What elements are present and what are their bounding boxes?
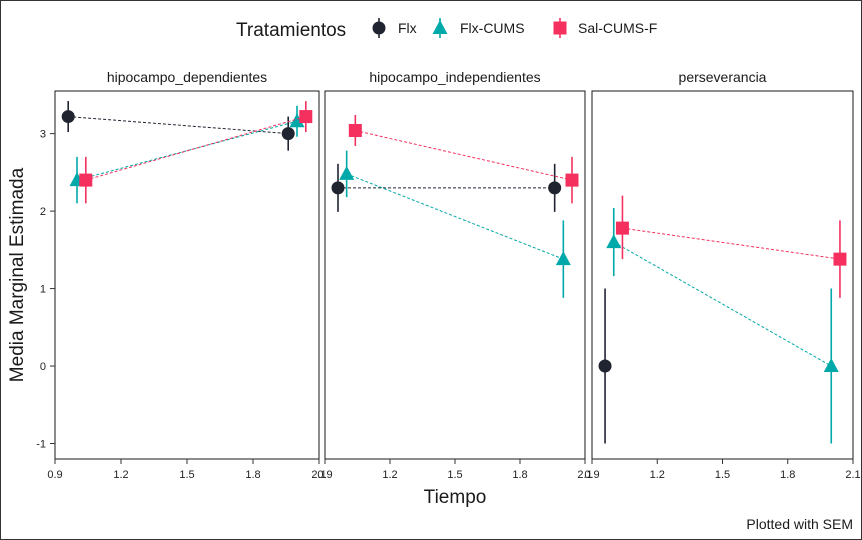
- series-line: [68, 116, 289, 135]
- series-sal-cums-f: [615, 195, 847, 298]
- legend-item-sal-cums-f: Sal-CUMS-F: [553, 18, 657, 38]
- x-tick-label: 2.1: [311, 469, 326, 481]
- legend-item-flx-cums: Flx-CUMS: [432, 18, 525, 38]
- series-line: [346, 173, 564, 260]
- series-line: [622, 227, 841, 260]
- series-sal-cums-f: [79, 101, 313, 204]
- data-point: [606, 234, 622, 249]
- x-tick-label: 0.9: [584, 469, 599, 481]
- strip-label: hipocampo_dependientes: [107, 69, 267, 85]
- data-point: [79, 173, 93, 187]
- panels: hipocampo_dependientes 0.9 1.2 1.5 1.8 2.1 -1 0…: [36, 69, 860, 481]
- data-point: [289, 113, 305, 128]
- panel-hipocampo_dependientes: hipocampo_dependientes 0.9 1.2 1.5 1.8 2.1 -1 0…: [36, 69, 326, 481]
- strip-label: perseverancia: [679, 69, 767, 85]
- data-point: [548, 181, 562, 195]
- y-tick-label: 3: [40, 129, 46, 141]
- data-point: [348, 124, 362, 138]
- data-point: [555, 251, 571, 266]
- x-tick-label: 0.9: [47, 469, 62, 481]
- x-tick-label: 1.5: [179, 469, 194, 481]
- series-flx: [331, 163, 562, 212]
- x-tick-label: 1.2: [113, 469, 128, 481]
- x-tick-label: 1.8: [780, 469, 795, 481]
- y-tick-label: 0: [40, 361, 46, 373]
- series-flx-cums: [606, 207, 839, 444]
- series-line: [613, 241, 832, 367]
- x-tick-label: 1.5: [447, 469, 462, 481]
- data-point: [823, 358, 839, 373]
- legend-key-marker: [372, 21, 386, 35]
- y-tick-label: -1: [36, 439, 46, 451]
- legend: Tratamientos Flx Flx-CUMS Sal-CUMS-F: [236, 18, 657, 41]
- series-line: [85, 116, 306, 181]
- data-point: [299, 110, 313, 124]
- panel-perseverancia: perseverancia 0.9 1.2 1.5 1.8 2.1: [584, 69, 860, 481]
- x-tick-label: 1.8: [512, 469, 527, 481]
- y-tick-label: 2: [40, 206, 46, 218]
- legend-key-marker: [432, 20, 448, 34]
- data-point: [61, 110, 75, 124]
- x-tick-label: 2.1: [577, 469, 592, 481]
- series-line: [76, 120, 298, 181]
- x-tick-label: 1.2: [382, 469, 397, 481]
- x-tick-label: 1.8: [245, 469, 260, 481]
- x-tick-label: 2.1: [845, 469, 860, 481]
- x-tick-label: 0.9: [317, 469, 332, 481]
- y-axis-title: Media Marginal Estimada: [7, 167, 28, 382]
- x-axis-title: Tiempo: [424, 487, 487, 508]
- x-tick-label: 1.2: [650, 469, 665, 481]
- panel-hipocampo_independientes: hipocampo_independientes 0.9 1.2 1.5 1.8 2.1: [317, 69, 592, 481]
- series-flx: [61, 101, 295, 151]
- legend-label: Flx: [398, 20, 417, 36]
- x-tick-label: 1.5: [715, 469, 730, 481]
- y-tick-label: 1: [40, 284, 46, 296]
- legend-label: Sal-CUMS-F: [578, 20, 657, 36]
- legend-label: Flx-CUMS: [460, 20, 525, 36]
- series-flx: [598, 288, 612, 444]
- legend-key-marker: [553, 21, 567, 35]
- data-point: [615, 221, 629, 235]
- series-line: [355, 130, 573, 181]
- series-sal-cums-f: [348, 115, 579, 204]
- data-point: [339, 165, 355, 180]
- legend-item-flx: Flx: [372, 18, 417, 38]
- series-flx-cums: [339, 150, 571, 298]
- legend-title: Tratamientos: [236, 20, 346, 41]
- caption: Plotted with SEM: [746, 516, 853, 532]
- data-point: [598, 359, 612, 373]
- data-point: [331, 181, 345, 195]
- data-point: [565, 173, 579, 187]
- data-point: [833, 252, 847, 266]
- data-point: [281, 127, 295, 141]
- strip-label: hipocampo_independientes: [369, 69, 540, 85]
